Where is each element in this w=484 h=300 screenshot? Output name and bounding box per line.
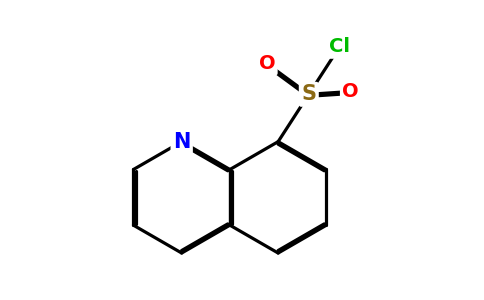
Text: Cl: Cl (329, 38, 350, 56)
Text: O: O (342, 82, 359, 101)
Text: O: O (258, 54, 275, 73)
Text: N: N (173, 132, 190, 152)
Text: S: S (301, 84, 316, 104)
